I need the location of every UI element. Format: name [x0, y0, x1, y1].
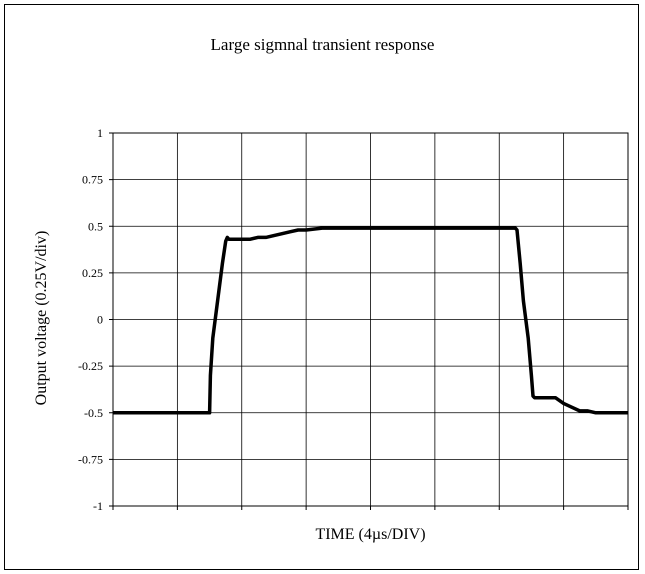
chart-frame: [4, 4, 639, 570]
y-tick-label: -0.25: [78, 359, 103, 373]
y-tick-labels: 1 0.75 0.5 0.25 0 -0.25 -0.5 -0.75 -1: [78, 126, 103, 513]
y-tick-label: -0.5: [84, 406, 103, 420]
plot-border: [112, 132, 629, 507]
grid-lines: [113, 132, 628, 507]
axes: [109, 132, 629, 510]
y-tick-label: 0.75: [82, 173, 103, 187]
y-axis-label: Output voltage (0.25V/div): [33, 230, 50, 406]
y-tick-label: 0.5: [88, 219, 103, 233]
chart-title: Large sigmnal transient response: [210, 35, 435, 54]
y-tick-label: -0.75: [78, 452, 103, 466]
x-axis-label: TIME (4µs/DIV): [315, 526, 426, 543]
y-tick-label: -1: [93, 499, 103, 513]
series-layer: [113, 226, 628, 415]
series-line: [113, 226, 628, 415]
y-tick-label: 1: [97, 126, 103, 140]
y-tick-label: 0.25: [82, 266, 103, 280]
y-tick-label: 0: [97, 313, 103, 327]
